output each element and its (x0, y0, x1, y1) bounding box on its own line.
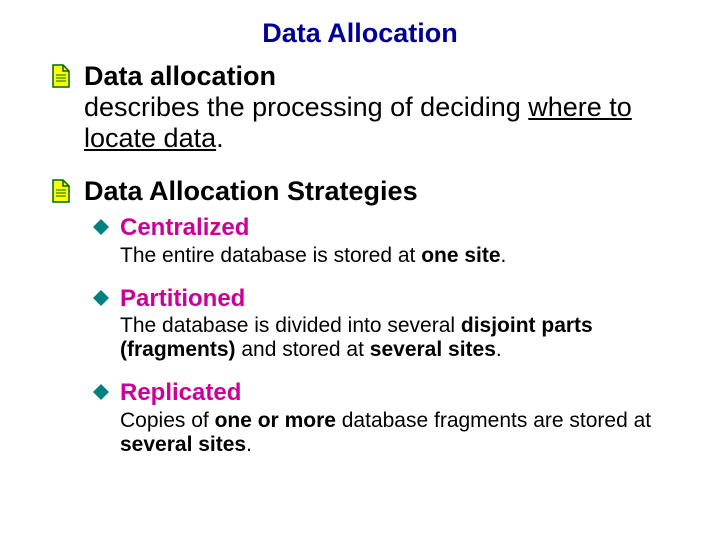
desc-pre: The database is divided into several (120, 314, 461, 337)
sub-heading: Centralized (120, 215, 670, 241)
desc-bold2: several sites (370, 338, 496, 361)
book-icon (50, 63, 72, 89)
bullet-text: Data Allocation Strategies (84, 176, 670, 207)
diamond-icon (92, 218, 110, 236)
sub-heading: Replicated (120, 380, 670, 406)
bullet-strategies: Data Allocation Strategies (50, 176, 670, 207)
desc-bold: one or more (215, 409, 336, 432)
sub-replicated: Replicated (92, 380, 670, 406)
bullet-lead: Data allocation (84, 61, 276, 91)
bullet-trailing: . (216, 123, 224, 153)
sub-heading: Partitioned (120, 286, 670, 312)
bullet-text: Data allocation describes the processing… (84, 61, 670, 154)
bullet-lead: Data Allocation Strategies (84, 176, 418, 206)
diamond-icon (92, 289, 110, 307)
diamond-icon (92, 383, 110, 401)
sub-centralized-desc: The entire database is stored at one sit… (120, 244, 670, 268)
desc-bold: one site (421, 244, 500, 267)
bullet-data-allocation: Data allocation describes the processing… (50, 61, 670, 154)
desc-mid: database fragments are stored at (336, 409, 651, 432)
desc-pre: Copies of (120, 409, 215, 432)
sub-replicated-desc: Copies of one or more database fragments… (120, 409, 670, 457)
desc-post: . (496, 338, 502, 361)
slide: Data Allocation Data allocation describe… (0, 0, 720, 540)
sub-partitioned-desc: The database is divided into several dis… (120, 314, 670, 362)
desc-bold2: several sites (120, 433, 246, 456)
sub-partitioned: Partitioned (92, 286, 670, 312)
desc-post: . (246, 433, 252, 456)
desc-pre: The entire database is stored at (120, 244, 421, 267)
sub-centralized: Centralized (92, 215, 670, 241)
bullet-rest-plain: describes the processing of deciding (84, 92, 528, 122)
slide-title: Data Allocation (50, 18, 670, 49)
desc-mid: and stored at (236, 338, 370, 361)
desc-post: . (501, 244, 507, 267)
book-icon (50, 178, 72, 204)
